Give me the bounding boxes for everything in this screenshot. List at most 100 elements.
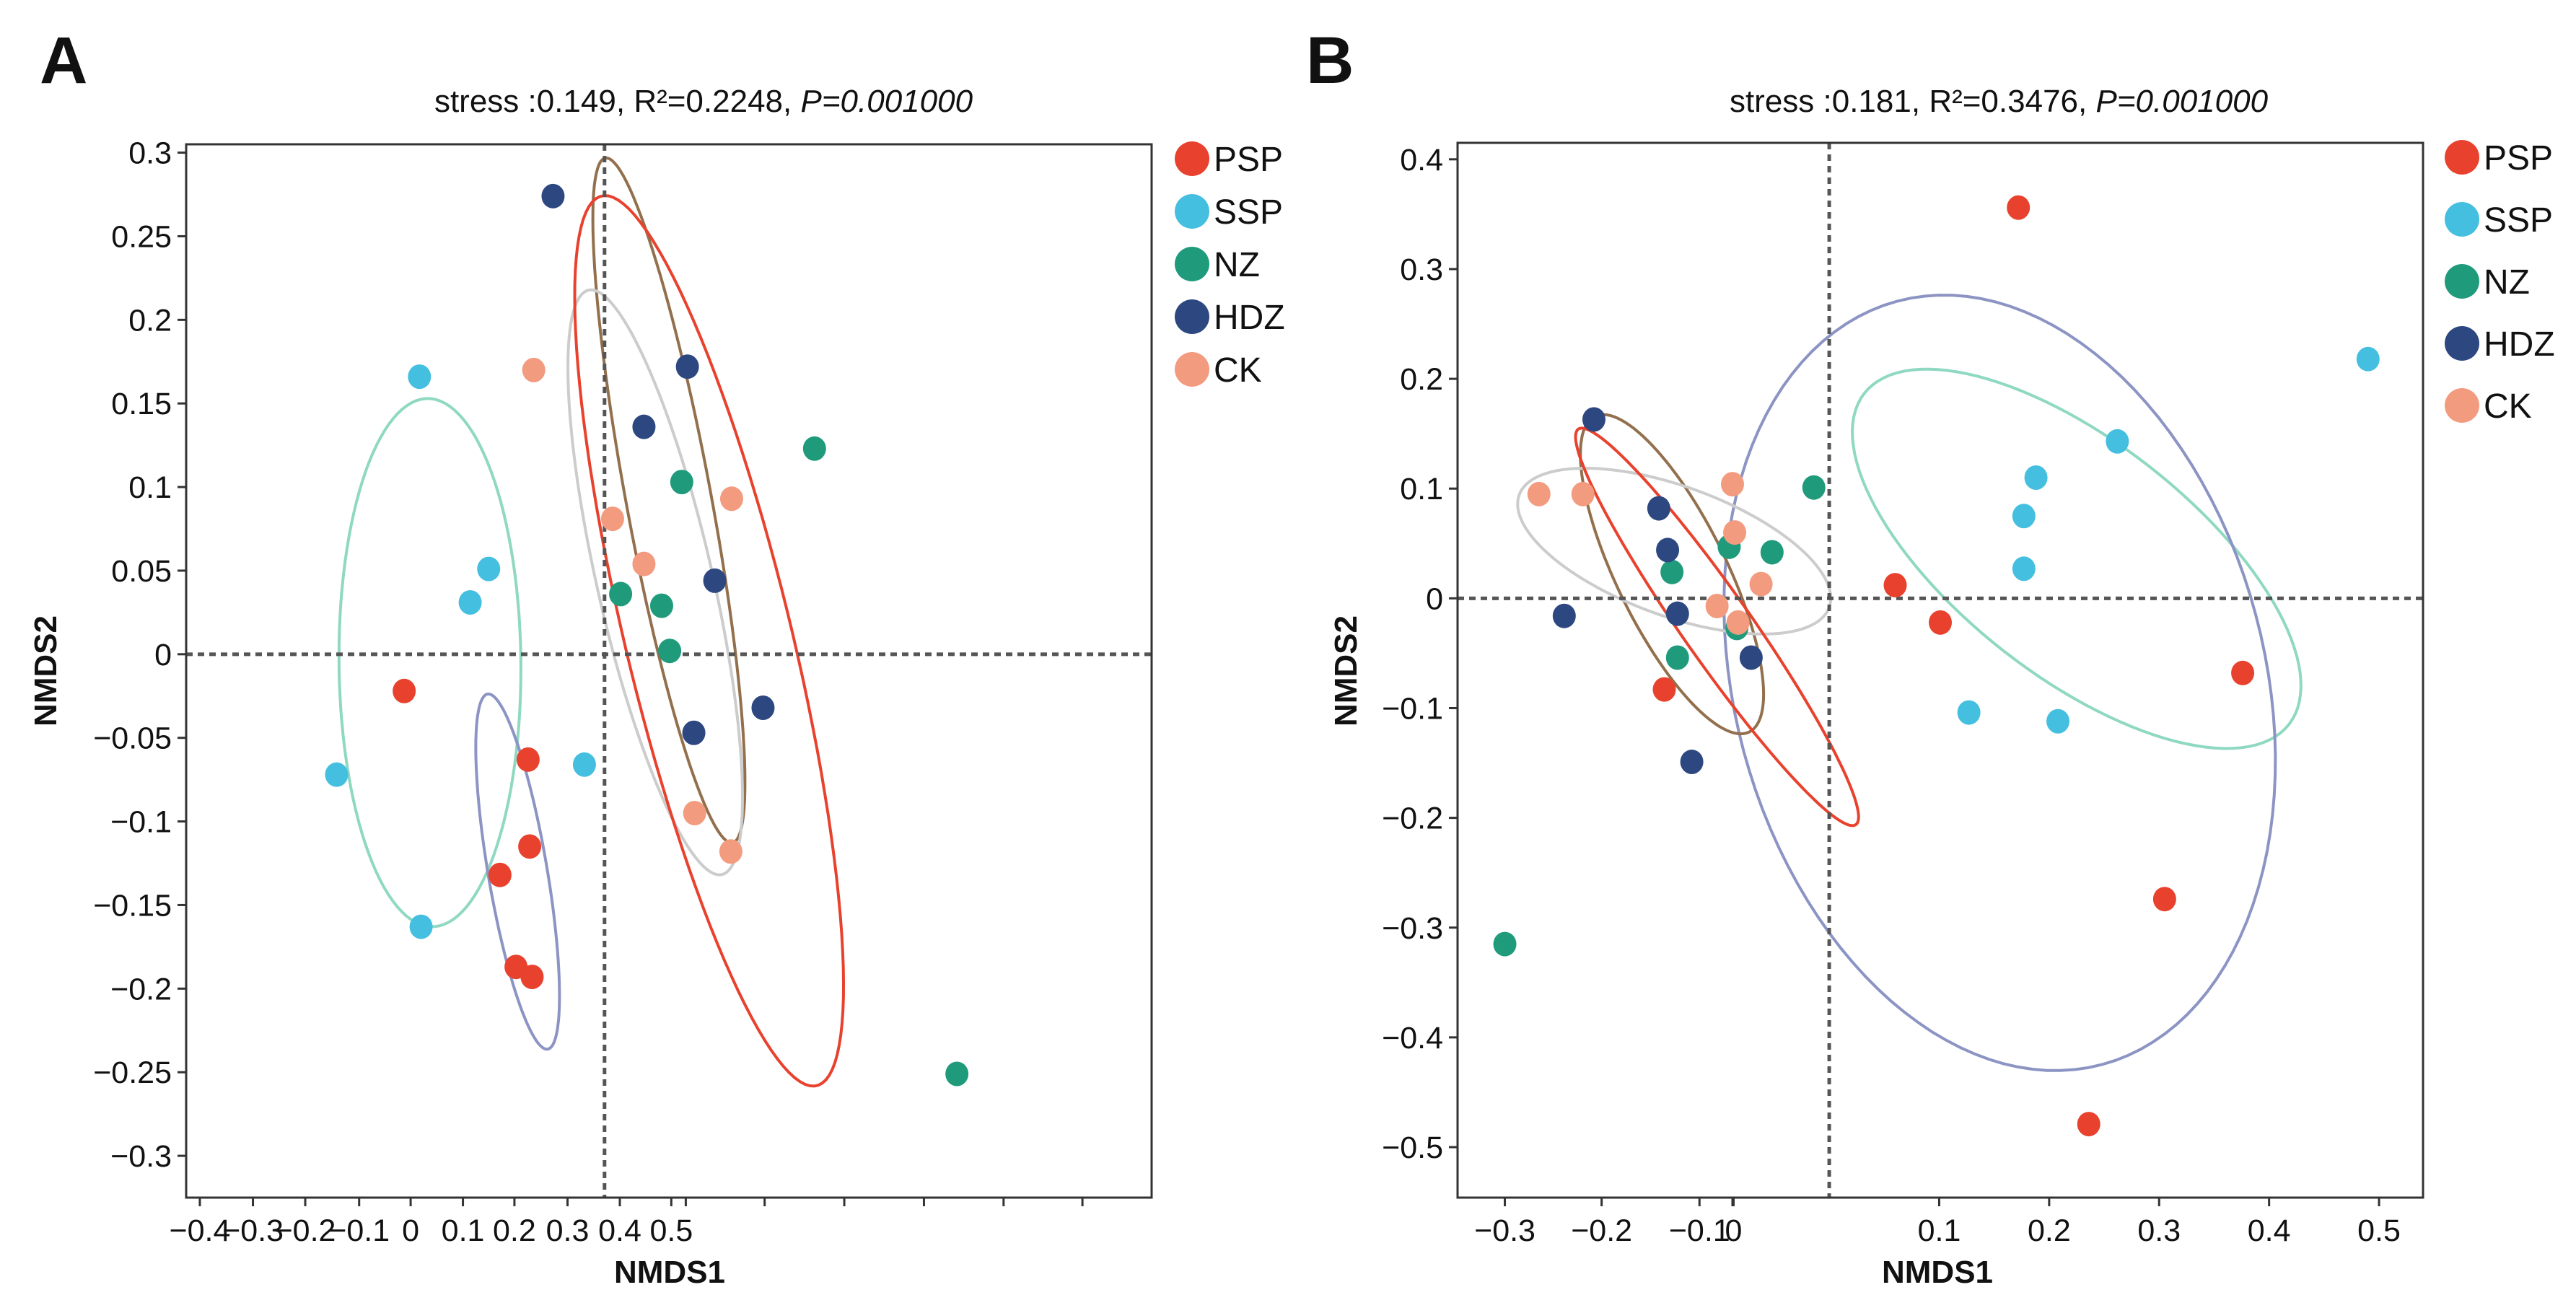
- point-ck-5-b: [1749, 571, 1773, 597]
- x-axis-title-b: NMDS1: [1882, 1255, 1993, 1290]
- point-psp-1-b: [2007, 195, 2030, 220]
- y-tick-label-0-2-a: −0.2: [110, 972, 172, 1006]
- point-layer-b: [1493, 195, 2380, 1137]
- x-tick-label-0-1-b: 0.1: [1918, 1213, 1961, 1248]
- legend-marker-psp-b: [2445, 140, 2479, 175]
- legend-a: PSP SSP NZ HDZ CK: [1175, 141, 1285, 390]
- plot-frame-a: [185, 143, 1153, 1199]
- legend-marker-hdz-b: [2445, 326, 2479, 361]
- y-tick-label-0-4-b: −0.4: [1382, 1021, 1443, 1055]
- point-ck-1-a: [522, 357, 546, 382]
- confidence-ellipse-nz-b: [1574, 426, 1860, 828]
- point-psp-2-a: [516, 747, 540, 772]
- y-tick-label-0-3-b: −0.3: [1382, 911, 1443, 946]
- point-hdz-6-a: [751, 695, 775, 720]
- point-nz-3-a: [649, 593, 673, 618]
- point-ssp-4-a: [325, 762, 349, 787]
- y-axis-title-b: NMDS2: [1328, 615, 1364, 727]
- y-tick-label-0-2-a: 0.2: [128, 303, 172, 338]
- y-axis-b: 0.4 0.3 0.2 0.1 0 −0.1 −0.2 −0.3 −0.4 −0.5: [1382, 143, 1458, 1165]
- r2-b: R²=0.3476,: [1929, 84, 2087, 119]
- point-nz-2-a: [609, 581, 633, 607]
- legend-label-ck-a: CK: [1214, 351, 1262, 390]
- y-tick-label-0-2-b: 0.2: [1400, 362, 1443, 397]
- x-tick-label-0-2-a: 0.2: [493, 1213, 536, 1248]
- legend-marker-ck-a: [1175, 352, 1209, 387]
- point-hdz-1-a: [541, 183, 565, 209]
- point-ssp-2-a: [477, 556, 501, 581]
- stress-b: stress :0.181,: [1730, 84, 1920, 119]
- legend-label-ck-b: CK: [2484, 387, 2532, 426]
- stats-line-a: stress :0.149, R²=0.2248, P=0.001000: [434, 84, 973, 119]
- point-ck-2-a: [600, 506, 624, 532]
- stress-a: stress :0.149,: [434, 84, 625, 119]
- x-tick-label-0-2-b: −0.2: [1571, 1213, 1632, 1248]
- y-axis-title-a: NMDS2: [28, 615, 63, 727]
- confidence-ellipse-hdz-a: [591, 156, 747, 845]
- y-tick-label-0-b: 0: [1426, 581, 1443, 616]
- panel-b: B stress :0.181, R²=0.3476, P=0.001000 0…: [1306, 24, 2555, 1290]
- legend-marker-nz-a: [1175, 247, 1209, 281]
- y-tick-label-0-1-b: 0.1: [1400, 472, 1443, 506]
- y-axis-a: 0.3 0.25 0.2 0.15 0.1 0.05 0 −0.05 −0.1 −0.15 −0.2…: [93, 136, 186, 1174]
- point-nz-5-b: [1660, 559, 1684, 584]
- point-psp-2-b: [1883, 573, 1907, 598]
- point-hdz-1-b: [1582, 407, 1605, 432]
- point-psp-6-a: [520, 965, 544, 990]
- legend-label-hdz-a: HDZ: [1214, 299, 1285, 337]
- point-ssp-5-a: [409, 914, 433, 939]
- y-tick-label-0-25-a: −0.25: [93, 1055, 172, 1090]
- y-tick-label-0-3-a: −0.3: [110, 1139, 172, 1174]
- point-ck-3-a: [632, 551, 656, 576]
- point-nz-4-b: [1760, 540, 1784, 565]
- point-psp-4-b: [2231, 660, 2255, 685]
- point-hdz-2-a: [675, 354, 699, 379]
- y-tick-label-0-5-b: −0.5: [1382, 1131, 1443, 1165]
- y-tick-label-0-15-a: −0.15: [93, 888, 172, 923]
- point-layer-a: [325, 183, 969, 1087]
- legend-marker-psp-a: [1175, 141, 1209, 176]
- x-tick-label-0-b: 0: [1725, 1213, 1743, 1248]
- x-tick-label-0-3-b: −0.3: [1474, 1213, 1535, 1248]
- point-ck-6-b: [1705, 594, 1729, 619]
- point-ssp-1-b: [2356, 346, 2380, 372]
- point-hdz-3-a: [632, 414, 656, 439]
- panel-a: A stress :0.149, R²=0.2248, P=0.001000 0…: [28, 24, 1285, 1290]
- ellipse-layer-b: [1516, 294, 2303, 1072]
- y-tick-label-0-3-a: 0.3: [128, 136, 172, 171]
- point-psp-3-b: [1929, 610, 1952, 635]
- point-nz-2-b: [1802, 475, 1826, 500]
- legend-marker-ssp-a: [1175, 194, 1209, 229]
- point-psp-4-a: [488, 862, 512, 887]
- confidence-ellipse-psp-b: [1722, 294, 2277, 1072]
- point-ssp-1-a: [408, 364, 431, 390]
- point-hdz-5-b: [1665, 601, 1689, 626]
- confidence-ellipse-psp-a: [474, 692, 561, 1051]
- panel-label-b: B: [1306, 24, 1354, 97]
- point-hdz-5-a: [682, 720, 706, 745]
- x-tick-label-0-1-a: −0.1: [328, 1213, 390, 1248]
- plot-frame-b: [1456, 141, 2424, 1199]
- point-ssp-4-b: [2012, 504, 2036, 529]
- point-hdz-6-b: [1739, 645, 1763, 670]
- y-tick-label-0-2-b: −0.2: [1382, 802, 1443, 836]
- confidence-ellipse-ck-a: [566, 288, 745, 877]
- legend-marker-nz-b: [2445, 264, 2479, 299]
- legend-marker-ck-b: [2445, 388, 2479, 423]
- point-hdz-4-a: [703, 568, 727, 593]
- legend-label-hdz-b: HDZ: [2484, 325, 2555, 364]
- point-ck-4-b: [1723, 520, 1747, 545]
- point-psp-5-b: [2152, 887, 2176, 912]
- point-psp-3-a: [518, 834, 542, 859]
- legend-label-ssp-a: SSP: [1214, 193, 1283, 232]
- y-tick-label-0-3-b: 0.3: [1400, 253, 1443, 287]
- point-ck-3-b: [1720, 472, 1744, 497]
- p-value-b: P=0.001000: [2095, 84, 2268, 119]
- point-hdz-3-b: [1656, 537, 1680, 563]
- x-tick-label-0-1-b: −0.1: [1669, 1213, 1730, 1248]
- point-ssp-3-a: [458, 589, 482, 615]
- x-tick-label-0-3-a: 0.3: [546, 1213, 590, 1248]
- y-tick-label-0-1-a: −0.1: [110, 805, 172, 840]
- legend-marker-hdz-a: [1175, 299, 1209, 334]
- y-tick-label-0-05-a: −0.05: [93, 721, 172, 756]
